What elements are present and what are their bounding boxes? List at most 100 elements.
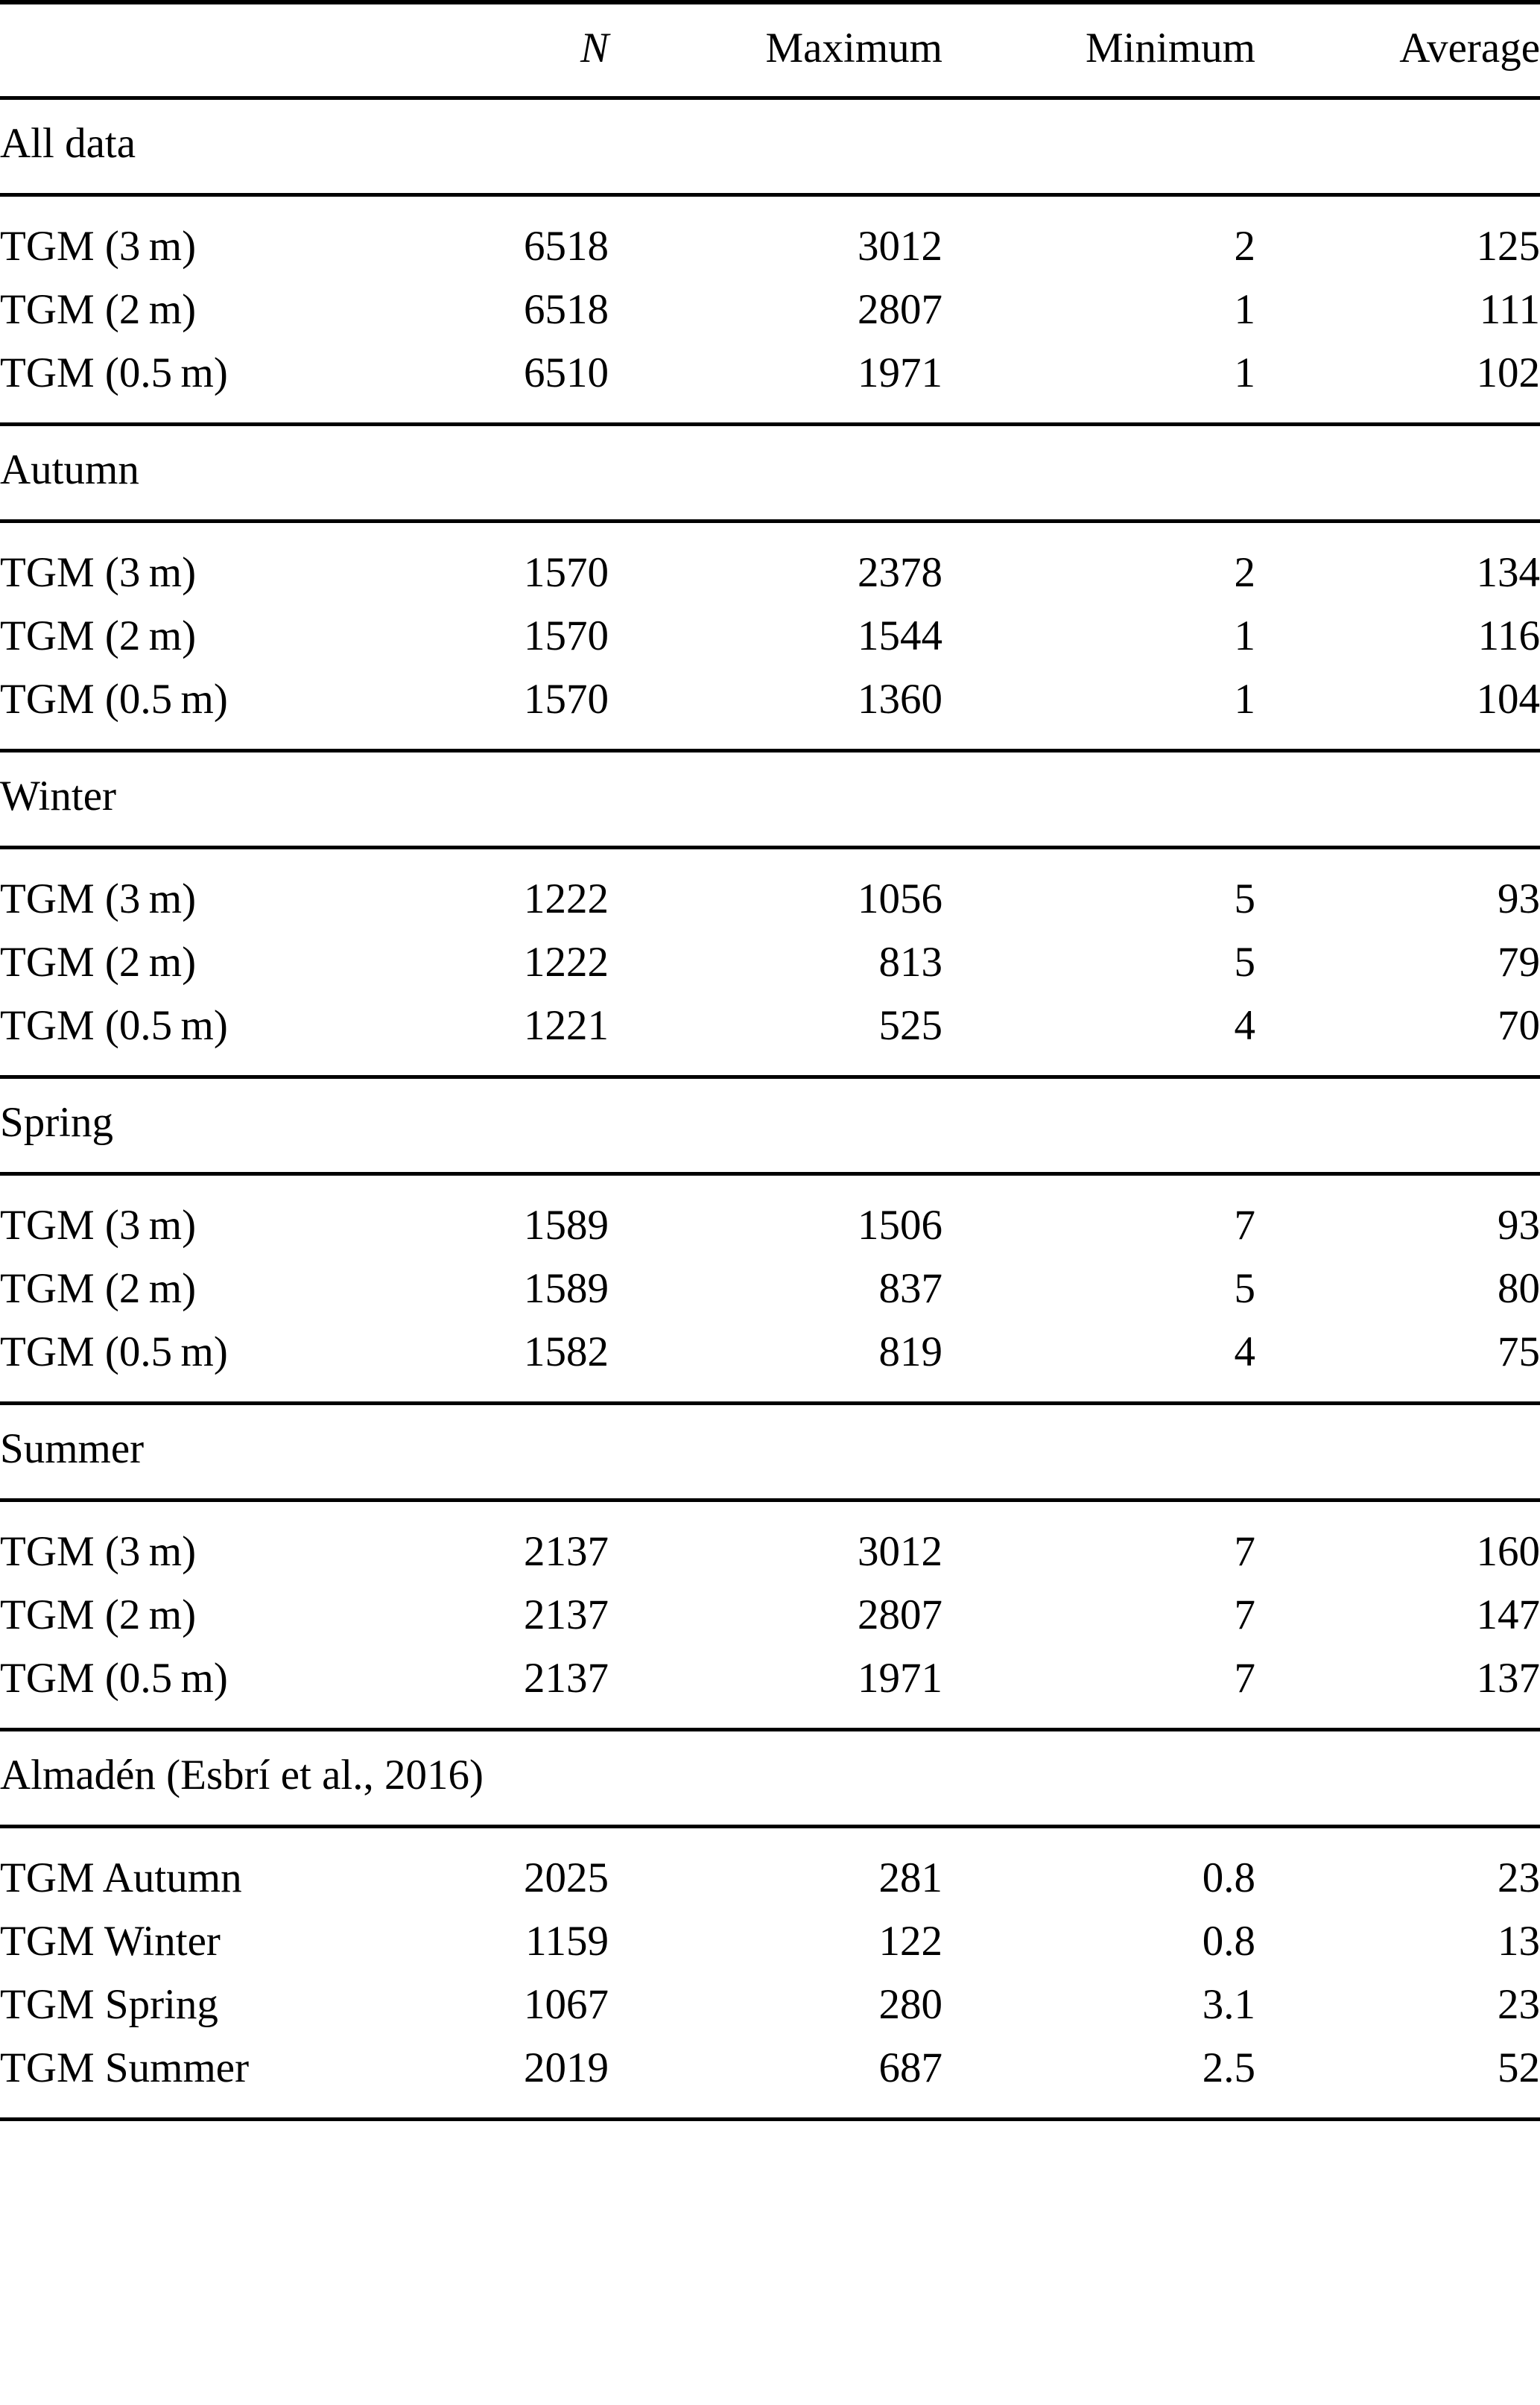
rule-cell [0, 1825, 1540, 1830]
cell-n: 1589 [524, 1202, 609, 1249]
cell-n: 1589 [524, 1265, 609, 1312]
cell-label: TGM (0.5 m) [0, 349, 228, 396]
section-header-row: Autumn [0, 426, 1540, 522]
section-rule-below [0, 193, 1540, 198]
cell-label: TGM (2 m) [0, 1265, 197, 1312]
rule-cell [0, 1498, 1540, 1503]
rule-cell [0, 519, 1540, 525]
table-row: TGM (3 m) 1222 1056 5 93 [0, 849, 1540, 931]
cell-maximum: 3012 [858, 1528, 942, 1575]
cell-label: TGM (3 m) [0, 875, 197, 922]
cell-label: TGM (3 m) [0, 1528, 197, 1575]
section-rule-below [0, 846, 1540, 851]
section-header-row: All data [0, 100, 1540, 195]
cell-n: 6518 [524, 223, 609, 270]
cell-minimum: 1 [1234, 612, 1256, 659]
column-header-n-text: N [580, 25, 609, 72]
cell-n: 2025 [524, 1854, 609, 1901]
cell-minimum: 0.8 [1202, 1918, 1255, 1965]
cell-n: 1570 [524, 676, 609, 723]
table-row: TGM (2 m) 6518 2807 1 111 [0, 278, 1540, 341]
rule-cell [0, 1172, 1540, 1177]
cell-maximum: 1056 [858, 875, 942, 922]
cell-maximum: 281 [878, 1854, 943, 1901]
cell-n: 1570 [524, 612, 609, 659]
cell-n: 6510 [524, 349, 609, 396]
section-rule-above [0, 422, 1540, 428]
cell-minimum: 1 [1234, 349, 1256, 396]
table-row: TGM (2 m) 1570 1544 1 116 [0, 604, 1540, 668]
table-row: TGM (3 m) 1589 1506 7 93 [0, 1176, 1540, 1257]
cell-label: TGM (0.5 m) [0, 1655, 228, 1702]
table-row: TGM (3 m) 1570 2378 2 134 [0, 523, 1540, 604]
section-title: Almadén (Esbrí et al., 2016) [0, 1752, 484, 1799]
cell-minimum: 7 [1234, 1202, 1256, 1249]
cell-minimum: 5 [1234, 875, 1256, 922]
cell-n: 2137 [524, 1655, 609, 1702]
table-row: TGM (2 m) 2137 2807 7 147 [0, 1583, 1540, 1647]
cell-minimum: 5 [1234, 939, 1256, 986]
section-header-row: Spring [0, 1079, 1540, 1174]
cell-maximum: 1971 [858, 1655, 942, 1702]
table-row: TGM (2 m) 1222 813 5 79 [0, 931, 1540, 994]
section-title: Autumn [0, 446, 139, 493]
cell-maximum: 2807 [858, 1591, 942, 1638]
table-row: TGM Summer 2019 687 2.5 52 [0, 2036, 1540, 2120]
table-row: TGM (0.5 m) 1570 1360 1 104 [0, 668, 1540, 751]
cell-maximum: 122 [878, 1918, 943, 1965]
cell-minimum: 1 [1234, 676, 1256, 723]
cell-label: TGM (0.5 m) [0, 1002, 228, 1049]
cell-n: 1222 [524, 939, 609, 986]
cell-average: 104 [1476, 676, 1540, 723]
cell-maximum: 1544 [858, 612, 942, 659]
statistics-table: N Maximum Minimum Average All data TGM (3… [0, 0, 1540, 2123]
column-header-label [0, 4, 443, 98]
table-row: TGM (2 m) 1589 837 5 80 [0, 1257, 1540, 1320]
cell-n: 1582 [524, 1328, 609, 1375]
section-header-row: Winter [0, 752, 1540, 848]
cell-average: 80 [1498, 1265, 1540, 1312]
table-row: TGM (0.5 m) 1221 525 4 70 [0, 994, 1540, 1077]
cell-label: TGM (2 m) [0, 286, 197, 333]
cell-average: 70 [1498, 1002, 1540, 1049]
cell-n: 1222 [524, 875, 609, 922]
section-rule-below [0, 1172, 1540, 1177]
table-row: TGM (0.5 m) 2137 1971 7 137 [0, 1647, 1540, 1730]
cell-minimum: 7 [1234, 1591, 1256, 1638]
cell-minimum: 4 [1234, 1328, 1256, 1375]
rule-cell [0, 1075, 1540, 1080]
cell-maximum: 837 [878, 1265, 943, 1312]
cell-n: 2137 [524, 1528, 609, 1575]
cell-average: 75 [1498, 1328, 1540, 1375]
cell-maximum: 819 [878, 1328, 943, 1375]
table-row: TGM (3 m) 2137 3012 7 160 [0, 1502, 1540, 1583]
cell-label: TGM (0.5 m) [0, 676, 228, 723]
cell-maximum: 1506 [858, 1202, 942, 1249]
cell-maximum: 687 [878, 2044, 943, 2091]
cell-label: TGM (2 m) [0, 612, 197, 659]
cell-maximum: 2378 [858, 549, 942, 596]
rule-bottom [0, 2117, 1540, 2123]
cell-label: TGM (2 m) [0, 939, 197, 986]
cell-minimum: 3.1 [1202, 1981, 1255, 2028]
cell-average: 13 [1498, 1918, 1540, 1965]
section-rule-below [0, 1825, 1540, 1830]
column-header-minimum: Minimum [1085, 25, 1255, 72]
cell-n: 1570 [524, 549, 609, 596]
section-rule-above [0, 1401, 1540, 1407]
cell-minimum: 2 [1234, 549, 1256, 596]
cell-average: 93 [1498, 875, 1540, 922]
rule-cell [0, 2117, 1540, 2123]
cell-average: 116 [1477, 612, 1540, 659]
cell-average: 93 [1498, 1202, 1540, 1249]
table-row: TGM Autumn 2025 281 0.8 23 [0, 1828, 1540, 1910]
rule-cell [0, 193, 1540, 198]
cell-average: 23 [1498, 1854, 1540, 1901]
cell-maximum: 813 [878, 939, 943, 986]
cell-label: TGM (3 m) [0, 1202, 197, 1249]
cell-maximum: 3012 [858, 223, 942, 270]
cell-maximum: 1360 [858, 676, 942, 723]
cell-average: 111 [1479, 286, 1540, 333]
section-title: Summer [0, 1425, 145, 1472]
column-header-maximum: Maximum [765, 25, 943, 72]
